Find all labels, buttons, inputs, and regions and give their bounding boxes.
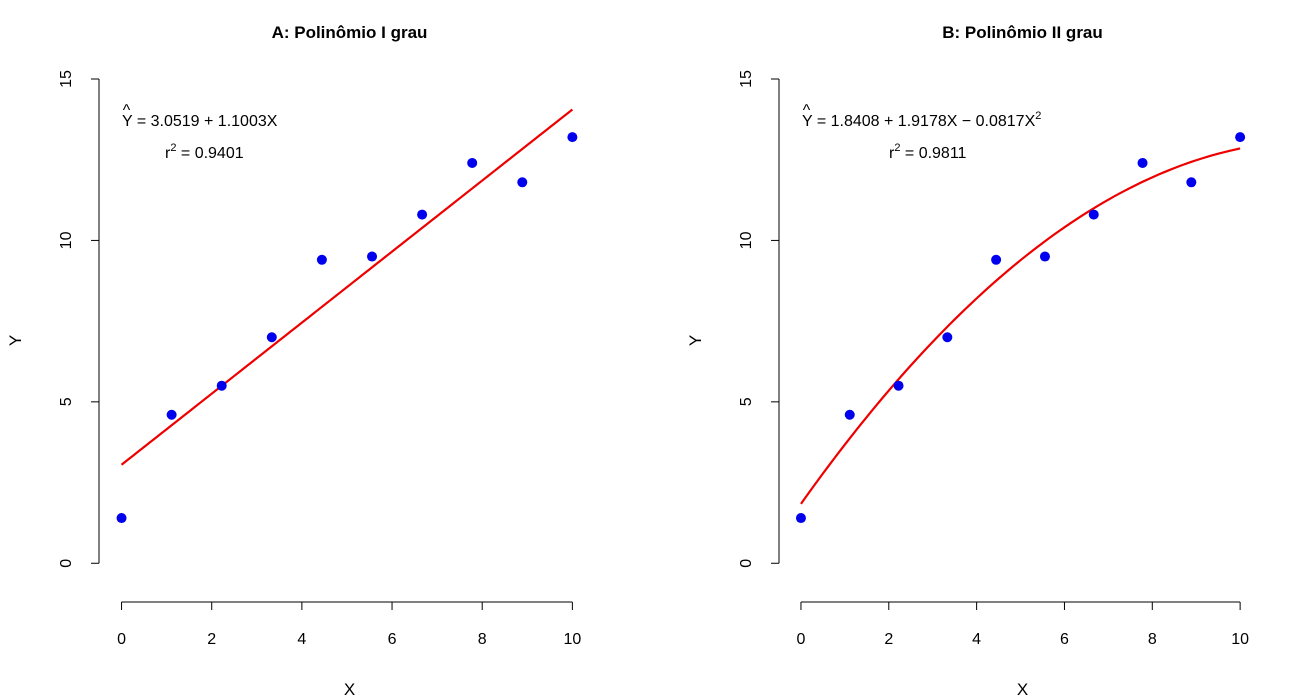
equation-rhs: = 1.8408 + 1.9178X − 0.0817X [812,113,1035,130]
data-point [216,380,227,391]
y-tick-label: 0 [58,559,75,568]
x-axis-label: X [344,680,355,699]
y-tick-label: 15 [738,70,755,88]
r-squared: r2 = 0.9401 [165,142,244,162]
data-point [1235,132,1246,143]
data-point [567,132,578,143]
data-point [893,380,904,391]
data-point [1039,251,1050,262]
data-point [266,332,277,343]
data-point [844,409,855,420]
data-point [166,409,177,420]
r-squared-exponent: 2 [170,142,176,154]
data-point [116,513,127,524]
equation-hat: ^ [803,102,811,119]
equation-hat: ^ [123,102,131,119]
x-tick-label: 6 [388,631,397,648]
y-tick-label: 15 [58,70,75,88]
data-point [795,513,806,524]
r-squared-exponent: 2 [894,142,900,154]
r-squared-prefix: r [889,145,895,162]
data-point [517,177,528,188]
x-tick-label: 0 [797,631,806,648]
x-tick-label: 10 [563,631,581,648]
chart-title: A: Polinômio I grau [272,23,428,42]
chart-title: B: Polinômio II grau [942,23,1103,42]
y-axis-label: Y [686,335,705,346]
data-point [942,332,953,343]
x-tick-label: 2 [207,631,216,648]
r-squared: r2 = 0.9811 [889,142,967,162]
r-squared-value: = 0.9811 [900,145,966,162]
x-axis-label: X [1017,680,1028,699]
y-tick-label: 10 [58,231,75,249]
x-tick-label: 6 [1060,631,1069,648]
x-tick-label: 4 [297,631,306,648]
x-tick-label: 8 [478,631,487,648]
x-tick-label: 10 [1231,631,1249,648]
equation-exponent: 2 [1035,110,1041,122]
x-tick-label: 4 [972,631,981,648]
data-point [417,209,428,220]
data-point [1186,177,1197,188]
y-tick-label: 0 [738,559,755,568]
r-squared-value: = 0.9401 [176,145,243,162]
x-tick-label: 2 [884,631,893,648]
data-point [1137,157,1148,168]
equation-lhs: Y [802,113,813,130]
data-point [367,251,378,262]
data-point [991,254,1002,265]
fit-line [120,108,574,466]
x-tick-label: 8 [1148,631,1157,648]
y-tick-label: 5 [738,397,755,406]
y-tick-label: 5 [58,397,75,406]
y-tick-label: 10 [738,231,755,249]
equation-lhs: Y [122,113,133,130]
data-point [1088,209,1099,220]
y-axis-label: Y [6,335,25,346]
r-squared-prefix: r [165,145,171,162]
fit-line [800,147,1241,505]
fit-equation: Y = 3.0519 + 1.1003X [122,113,278,130]
x-tick-label: 0 [117,631,126,648]
fit-equation: Y = 1.8408 + 1.9178X − 0.0817X2 [802,110,1041,130]
data-point [316,254,327,265]
data-point [467,157,478,168]
equation-rhs: = 3.0519 + 1.1003X [132,113,277,130]
